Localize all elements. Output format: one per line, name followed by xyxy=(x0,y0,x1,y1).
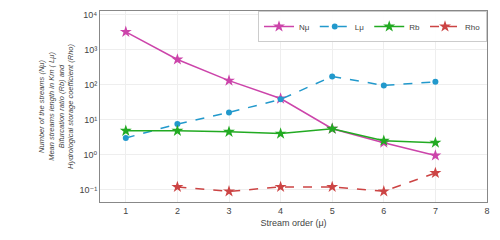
svg-text:2: 2 xyxy=(175,206,180,216)
svg-text:7: 7 xyxy=(433,206,438,216)
svg-text:10¹: 10¹ xyxy=(84,115,97,125)
svg-text:10³: 10³ xyxy=(84,45,97,55)
svg-text:Number of the streams (Nμ)Mean: Number of the streams (Nμ)Mean streams l… xyxy=(37,43,75,169)
svg-text:8: 8 xyxy=(484,206,489,216)
svg-text:6: 6 xyxy=(381,206,386,216)
svg-text:Nμ: Nμ xyxy=(299,23,310,32)
svg-text:10⁰: 10⁰ xyxy=(84,150,98,160)
svg-text:Stream order (μ): Stream order (μ) xyxy=(260,218,326,228)
svg-text:10⁻¹: 10⁻¹ xyxy=(79,185,97,195)
svg-text:Rb: Rb xyxy=(409,23,420,32)
svg-text:10²: 10² xyxy=(84,80,97,90)
svg-text:10⁴: 10⁴ xyxy=(83,10,97,20)
svg-text:5: 5 xyxy=(330,206,335,216)
svg-text:1: 1 xyxy=(123,206,128,216)
svg-text:3: 3 xyxy=(226,206,231,216)
svg-text:Rho: Rho xyxy=(465,23,480,32)
svg-text:4: 4 xyxy=(278,206,283,216)
svg-text:Lμ: Lμ xyxy=(355,23,364,32)
